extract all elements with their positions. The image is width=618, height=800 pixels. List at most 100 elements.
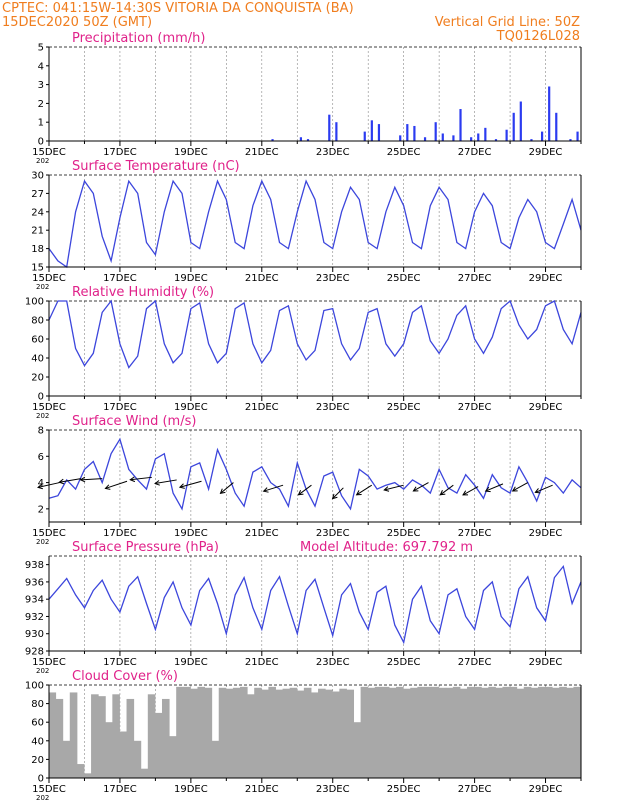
wind-arrow-head (129, 476, 136, 483)
humidity-y-tick-label: 60 (31, 335, 44, 346)
precipitation-bar (505, 129, 508, 141)
pressure-y-tick-label: 928 (25, 647, 44, 658)
cloud-bar (545, 686, 553, 778)
temperature-y-tick-label: 27 (31, 189, 44, 200)
precipitation-bar (441, 133, 444, 141)
humidity-x-tick-label: 27DEC (458, 402, 492, 413)
temperature-x-tick-label: 21DEC (245, 273, 279, 284)
cloud-x-tick-label: 19DEC (174, 784, 208, 795)
cloud-bar (467, 686, 475, 778)
precipitation-bar (363, 131, 366, 141)
wind-arrow-head (79, 476, 86, 483)
cloud-bar (559, 686, 567, 778)
cloud-bar (445, 687, 454, 778)
wind-arrow-shaft (80, 478, 103, 481)
precipitation-bar (569, 139, 572, 141)
cloud-bar (83, 773, 92, 778)
precipitation-bar (555, 112, 558, 141)
wind-x-tick-label: 17DEC (103, 528, 137, 539)
precipitation-y-tick-label: 1 (38, 118, 44, 129)
precipitation-bar (271, 139, 274, 141)
pressure-x-tick-label: 23DEC (316, 657, 350, 668)
cloud-bar (154, 712, 163, 778)
cloud-bar (410, 687, 418, 778)
humidity-y-tick-label: 100 (25, 297, 44, 308)
cloud-y-tick-label: 60 (31, 718, 44, 729)
cloud-bar (254, 687, 262, 778)
wind-year-label: 202 (36, 538, 49, 546)
header-grid-line: Vertical Grid Line: 50Z (435, 15, 580, 30)
cloud-x-tick-label: 25DEC (387, 784, 421, 795)
wind-arrow-head (511, 486, 518, 492)
wind-arrow-shaft (512, 482, 529, 492)
cloud-bar (495, 687, 503, 778)
wind-arrow-shaft (105, 480, 128, 489)
cloud-bar (552, 687, 560, 778)
precipitation-x-tick-label: 29DEC (529, 147, 563, 158)
pressure-x-tick-label: 19DEC (174, 657, 208, 668)
cloud-bar (161, 698, 170, 778)
humidity-x-tick-label: 23DEC (316, 402, 350, 413)
temperature-panel: Surface Temperature (nC) 15 18 21 24 27 30 15DE… (31, 159, 582, 291)
pressure-subtitle: Model Altitude: 697.792 m (300, 540, 473, 555)
cloud-panel: Cloud Cover (%) 0 20 40 60 80 100 15DEC 17DEC 19D… (25, 669, 582, 800)
cloud-x-tick-label: 21DEC (245, 784, 279, 795)
cloud-bar (119, 731, 128, 778)
cloud-bar (112, 694, 120, 778)
precipitation-y-tick-label: 4 (38, 61, 44, 72)
humidity-y-tick-label: 40 (31, 354, 44, 365)
cloud-bar (261, 689, 269, 778)
precipitation-bar (548, 86, 551, 141)
cloud-x-tick-label: 23DEC (316, 784, 350, 795)
precipitation-bar (494, 139, 498, 141)
humidity-x-tick-label: 29DEC (529, 402, 563, 413)
cloud-bar (190, 688, 198, 778)
cloud-y-tick-label: 20 (31, 755, 44, 766)
wind-arrow-shaft (130, 476, 152, 481)
precipitation-bar (335, 122, 338, 141)
cloud-bar (346, 689, 355, 778)
pressure-x-tick-label: 17DEC (103, 657, 137, 668)
header-line1: CPTEC: 041:15W-14:30S VITORIA DA CONQUIS… (2, 1, 354, 16)
wind-arrow-head (355, 490, 362, 496)
pressure-y-tick-label: 932 (25, 612, 44, 623)
pressure-x-tick-label: 29DEC (529, 657, 563, 668)
cloud-bar (289, 687, 298, 778)
wind-arrow-head (297, 490, 304, 496)
cloud-x-tick-label: 27DEC (458, 784, 492, 795)
pressure-series-line (48, 564, 582, 645)
pressure-panel: Surface Pressure (hPa) Model Altitude: 69… (25, 540, 582, 675)
cloud-bar (69, 692, 78, 778)
humidity-year-label: 202 (36, 412, 49, 420)
pressure-x-tick-label: 21DEC (245, 657, 279, 668)
precipitation-x-tick-label: 25DEC (387, 147, 421, 158)
cloud-bar (218, 687, 227, 778)
cloud-bar (91, 694, 99, 778)
wind-arrow-shaft (356, 484, 373, 496)
precipitation-title: Precipitation (mm/h) (72, 31, 205, 46)
cloud-x-tick-label: 17DEC (103, 784, 137, 795)
cloud-bar (459, 688, 468, 778)
precipitation-bar (406, 124, 409, 141)
wind-series-line (48, 437, 582, 511)
precipitation-bar (399, 135, 402, 141)
precipitation-panel: Precipitation (mm/h) 0 1 2 3 4 5 15DEC 17DEC 19DE… (32, 31, 582, 165)
wind-arrow-shaft (440, 484, 454, 496)
precipitation-bar (459, 109, 462, 141)
pressure-y-tick-label: 934 (25, 595, 44, 606)
humidity-x-tick-label: 25DEC (387, 402, 421, 413)
cloud-bar (424, 686, 433, 778)
precipitation-bar (370, 120, 373, 141)
humidity-y-tick-label: 80 (31, 316, 44, 327)
cloud-bar (126, 698, 135, 778)
wind-x-tick-label: 27DEC (458, 528, 492, 539)
cloud-bar (573, 686, 581, 778)
humidity-x-tick-label: 21DEC (245, 402, 279, 413)
wind-x-tick-label: 29DEC (529, 528, 563, 539)
wind-arrow-shaft (263, 484, 284, 492)
cloud-bar (403, 688, 411, 778)
wind-y-tick-label: 6 (38, 452, 44, 463)
cloud-y-tick-label: 40 (31, 736, 44, 747)
precipitation-x-tick-label: 19DEC (174, 147, 208, 158)
wind-arrow-shaft (535, 484, 553, 493)
